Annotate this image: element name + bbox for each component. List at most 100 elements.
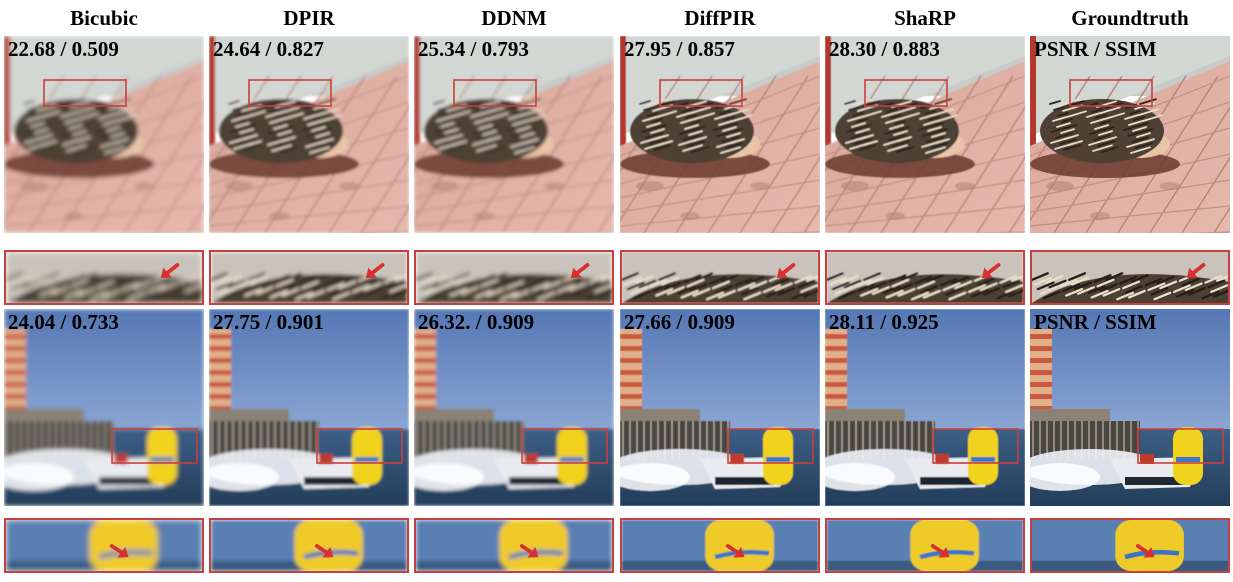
metric-label-boat-diffpir: 27.66 / 0.909 (624, 310, 735, 334)
hedgehog-crop-scene (827, 252, 1023, 303)
panel-boat-bicubic: 24.04 / 0.733 (4, 309, 204, 506)
hedgehog-scene (414, 36, 614, 233)
zoom-hedgehog-bicubic (6, 252, 202, 303)
metric-label-hedgehog-dpir: 24.64 / 0.827 (213, 37, 324, 61)
crop-hedgehog-diffpir (620, 250, 820, 305)
boat-scene (4, 309, 204, 506)
red-arrow-icon (365, 263, 385, 278)
panel-hedgehog-bicubic: 22.68 / 0.509 (4, 36, 204, 233)
red-arrow-icon (930, 544, 950, 558)
boat-scene (620, 309, 820, 506)
hedgehog-crop-scene (622, 252, 818, 303)
crop-boat-bicubic (4, 518, 204, 573)
highlight-box (316, 428, 403, 464)
crop-boat-groundtruth (1030, 518, 1230, 573)
panel-hedgehog-groundtruth: PSNR / SSIM (1030, 36, 1230, 233)
boat-crop-scene (827, 520, 1023, 571)
image-hedgehog-sharp (825, 36, 1025, 233)
boat-crop-scene (416, 520, 612, 571)
image-boat-diffpir (620, 309, 820, 506)
panel-hedgehog-ddnm: 25.34 / 0.793 (414, 36, 614, 233)
panel-boat-groundtruth: PSNR / SSIM (1030, 309, 1230, 506)
panel-boat-dpir: 27.75 / 0.901 (209, 309, 409, 506)
boat-scene (414, 309, 614, 506)
boat-scene (825, 309, 1025, 506)
red-arrow-icon (1186, 263, 1206, 278)
metric-label-boat-dpir: 27.75 / 0.901 (213, 310, 324, 334)
metric-label-boat-sharp: 28.11 / 0.925 (829, 310, 939, 334)
hedgehog-crop-scene (1032, 252, 1228, 303)
image-boat-sharp (825, 309, 1025, 506)
column-header-dpir: DPIR (283, 6, 335, 30)
panel-hedgehog-sharp: 28.30 / 0.883 (825, 36, 1025, 233)
image-boat-bicubic (4, 309, 204, 506)
hedgehog-scene (209, 36, 409, 233)
crop-hedgehog-bicubic (4, 250, 204, 305)
metric-label-hedgehog-ddnm: 25.34 / 0.793 (418, 37, 529, 61)
highlight-box (932, 428, 1019, 464)
metric-label-boat-groundtruth: PSNR / SSIM (1034, 310, 1157, 334)
crop-hedgehog-groundtruth (1030, 250, 1230, 305)
crop-boat-dpir (209, 518, 409, 573)
boat-crop-scene (1032, 520, 1228, 571)
red-arrow-icon (776, 263, 796, 278)
zoom-boat-groundtruth (1032, 520, 1228, 571)
image-hedgehog-groundtruth (1030, 36, 1230, 233)
metric-label-hedgehog-groundtruth: PSNR / SSIM (1034, 37, 1157, 61)
image-boat-groundtruth (1030, 309, 1230, 506)
highlight-box (1069, 79, 1153, 107)
metric-label-hedgehog-bicubic: 22.68 / 0.509 (8, 37, 119, 61)
metric-label-boat-bicubic: 24.04 / 0.733 (8, 310, 119, 334)
hedgehog-scene (4, 36, 204, 233)
column-header-sharp: ShaRP (894, 6, 956, 30)
red-arrow-icon (519, 544, 539, 558)
zoom-boat-sharp (827, 520, 1023, 571)
zoom-hedgehog-groundtruth (1032, 252, 1228, 303)
hedgehog-scene (620, 36, 820, 233)
image-boat-dpir (209, 309, 409, 506)
boat-crop-scene (622, 520, 818, 571)
column-header-diffpir: DiffPIR (684, 6, 756, 30)
zoom-hedgehog-diffpir (622, 252, 818, 303)
zoom-boat-bicubic (6, 520, 202, 571)
zoom-boat-ddnm (416, 520, 612, 571)
highlight-box (453, 79, 537, 107)
hedgehog-crop-scene (211, 252, 407, 303)
metric-label-boat-ddnm: 26.32. / 0.909 (418, 310, 535, 334)
red-arrow-icon (160, 263, 180, 278)
metric-label-hedgehog-diffpir: 27.95 / 0.857 (624, 37, 735, 61)
red-arrow-icon (109, 544, 129, 558)
boat-scene (1030, 309, 1230, 506)
panel-boat-diffpir: 27.66 / 0.909 (620, 309, 820, 506)
hedgehog-crop-scene (416, 252, 612, 303)
column-header-groundtruth: Groundtruth (1071, 6, 1189, 30)
hedgehog-crop-scene (6, 252, 202, 303)
panel-boat-ddnm: 26.32. / 0.909 (414, 309, 614, 506)
crop-boat-ddnm (414, 518, 614, 573)
image-hedgehog-diffpir (620, 36, 820, 233)
crop-boat-diffpir (620, 518, 820, 573)
crop-hedgehog-ddnm (414, 250, 614, 305)
zoom-boat-diffpir (622, 520, 818, 571)
boat-crop-scene (211, 520, 407, 571)
image-hedgehog-bicubic (4, 36, 204, 233)
image-hedgehog-ddnm (414, 36, 614, 233)
highlight-box (43, 79, 127, 107)
highlight-box (659, 79, 743, 107)
zoom-hedgehog-sharp (827, 252, 1023, 303)
highlight-box (111, 428, 198, 464)
crop-boat-sharp (825, 518, 1025, 573)
panel-hedgehog-dpir: 24.64 / 0.827 (209, 36, 409, 233)
red-arrow-icon (1135, 544, 1155, 558)
crop-hedgehog-sharp (825, 250, 1025, 305)
image-boat-ddnm (414, 309, 614, 506)
highlight-box (521, 428, 608, 464)
red-arrow-icon (314, 544, 334, 558)
boat-crop-scene (6, 520, 202, 571)
highlight-box (864, 79, 948, 107)
panel-boat-sharp: 28.11 / 0.925 (825, 309, 1025, 506)
highlight-box (727, 428, 814, 464)
hedgehog-scene (825, 36, 1025, 233)
red-arrow-icon (725, 544, 745, 558)
